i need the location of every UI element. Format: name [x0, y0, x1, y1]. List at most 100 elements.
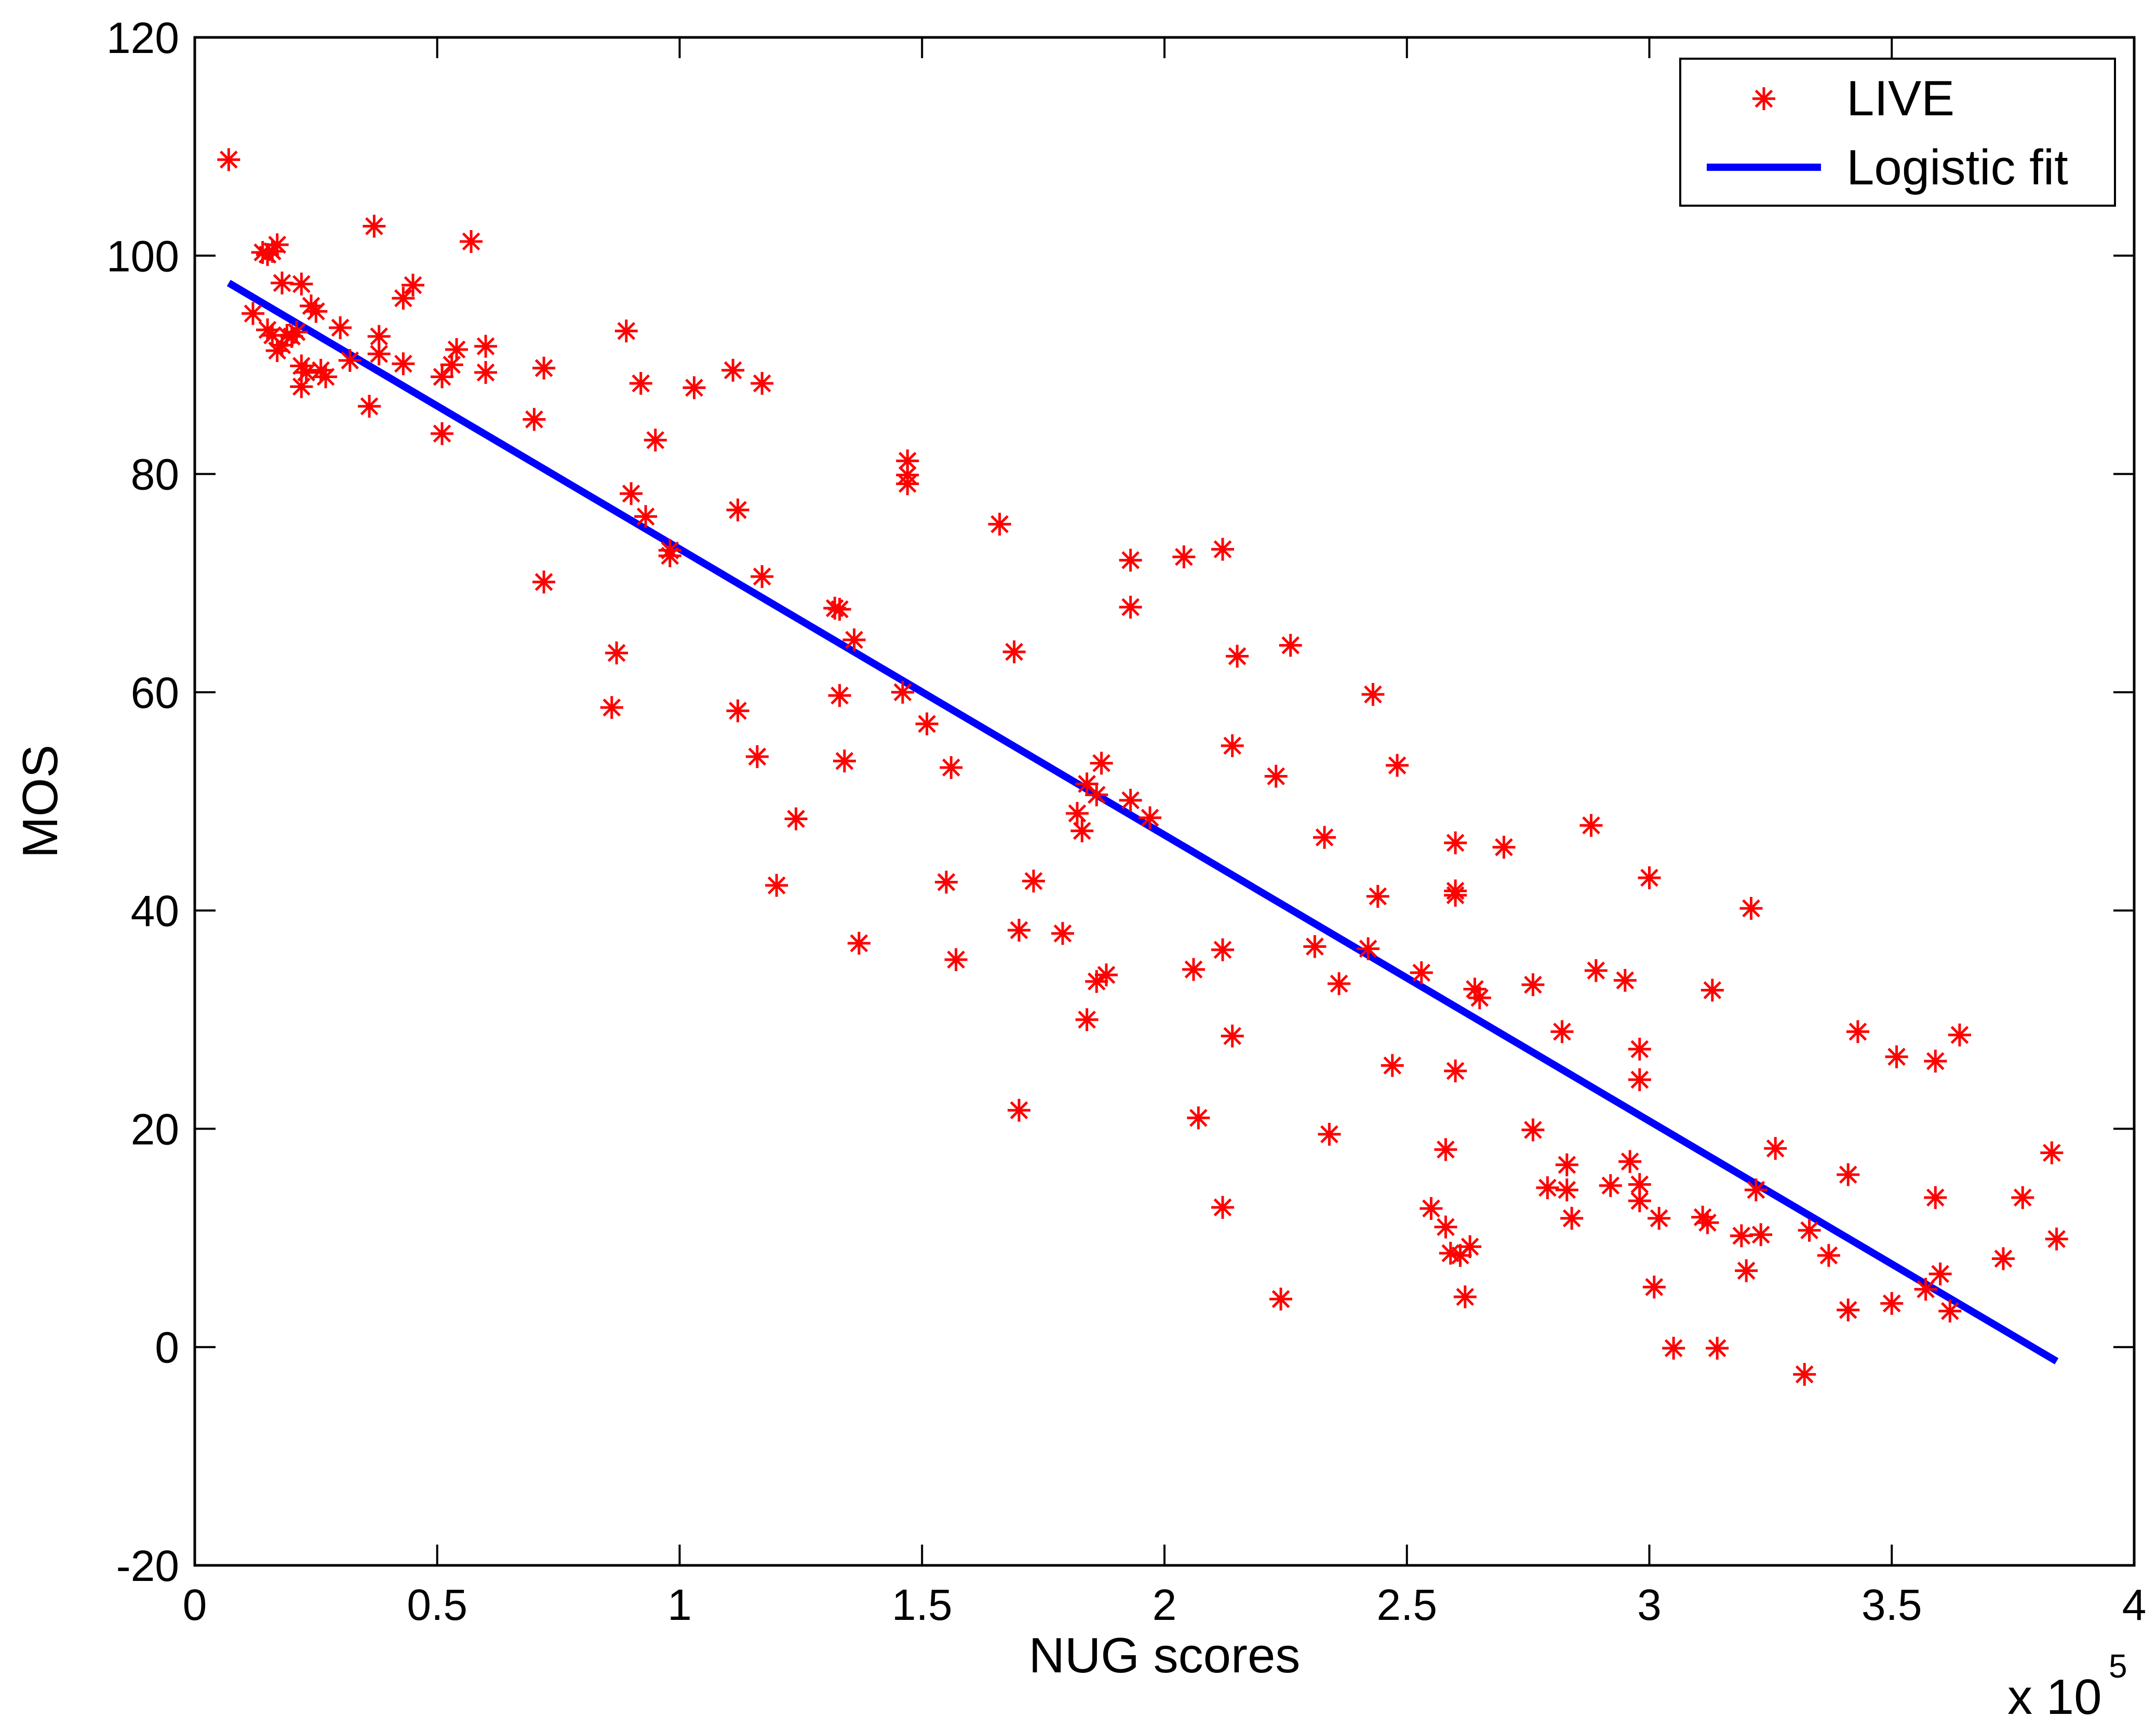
- live-data-point: [1730, 1224, 1753, 1248]
- x-tick-label: 3: [1637, 1580, 1662, 1629]
- live-data-point: [1226, 645, 1249, 668]
- live-data-point: [1492, 836, 1516, 859]
- live-data-point: [1739, 896, 1763, 920]
- y-tick-label: 80: [131, 450, 179, 499]
- live-data-point: [294, 361, 318, 384]
- live-data-point: [304, 300, 328, 323]
- live-data-point: [1706, 1336, 1729, 1360]
- live-data-point: [1065, 802, 1089, 825]
- live-data-point: [1817, 1244, 1840, 1267]
- live-data-point: [401, 274, 425, 297]
- live-data-point: [1764, 1137, 1787, 1160]
- x-tick-label: 1.5: [892, 1580, 953, 1629]
- y-axis-title: MOS: [12, 745, 68, 859]
- x-tick-label: 2: [1153, 1580, 1177, 1629]
- live-data-point: [1221, 1024, 1244, 1048]
- fit-line-layer: [226, 279, 2059, 1365]
- live-data-point: [2045, 1227, 2068, 1251]
- x-tick-label: 4: [2122, 1580, 2147, 1629]
- live-data-point: [1172, 545, 1196, 569]
- live-data-point: [1599, 1174, 1622, 1197]
- live-data-point: [1749, 1223, 1773, 1246]
- live-data-point: [329, 316, 352, 339]
- live-data-point: [1735, 1259, 1758, 1282]
- live-data-point: [1361, 683, 1385, 706]
- legend-label-fit: Logistic fit: [1846, 140, 2068, 195]
- live-data-point: [940, 756, 963, 779]
- x-axis-multiplier-exponent: 5: [2109, 1647, 2127, 1685]
- live-data-point: [1584, 959, 1608, 982]
- live-data-point: [1279, 634, 1302, 657]
- live-data-point: [1613, 969, 1637, 992]
- live-data-point: [1328, 972, 1351, 995]
- live-data-point: [1628, 1068, 1651, 1091]
- live-data-point: [261, 324, 284, 347]
- live-data-point: [1521, 1118, 1545, 1142]
- live-data-point: [1434, 1215, 1457, 1239]
- live-data-point: [614, 319, 638, 343]
- legend: LIVE Logistic fit: [1679, 58, 2116, 207]
- live-data-point: [1085, 783, 1108, 807]
- live-data-point: [242, 302, 265, 325]
- live-data-point: [726, 498, 749, 521]
- live-data-point: [392, 352, 415, 375]
- live-data-point: [1924, 1186, 1947, 1209]
- live-data-point: [1628, 1189, 1651, 1213]
- live-data-point: [1642, 1276, 1666, 1299]
- y-tick-label: 60: [131, 668, 179, 717]
- live-data-point: [1094, 963, 1118, 987]
- x-tick-label: 0.5: [407, 1580, 467, 1629]
- live-data-point: [358, 395, 381, 418]
- live-data-point: [726, 699, 749, 722]
- live-data-point: [2011, 1186, 2034, 1209]
- live-data-point: [600, 696, 623, 719]
- live-data-point: [1521, 973, 1545, 997]
- live-data-point: [1420, 1197, 1443, 1220]
- live-data-point: [988, 513, 1011, 536]
- live-data-point: [1119, 548, 1142, 572]
- legend-box: [1679, 58, 2116, 207]
- live-data-point: [1318, 1122, 1341, 1146]
- live-data-point: [1880, 1292, 1904, 1315]
- live-data-point: [842, 628, 866, 651]
- live-data-point: [1948, 1023, 1971, 1047]
- live-data-point: [523, 408, 546, 431]
- x-axis-multiplier: x 10: [2007, 1669, 2101, 1725]
- live-data-point: [1303, 935, 1327, 958]
- live-data-point: [1560, 1206, 1584, 1230]
- live-data-point: [1555, 1178, 1578, 1202]
- live-data-point: [1648, 1206, 1671, 1230]
- y-tick-label: 20: [131, 1105, 179, 1154]
- live-data-point: [217, 148, 240, 171]
- live-data-point: [1386, 754, 1409, 777]
- live-data-point: [1434, 1138, 1457, 1161]
- live-data-point: [1022, 869, 1045, 893]
- live-data-point: [532, 356, 556, 380]
- live-data-point: [392, 287, 415, 310]
- live-data-point: [431, 365, 454, 388]
- live-data-point: [1119, 788, 1142, 812]
- live-data-point: [314, 365, 338, 388]
- legend-label-live: LIVE: [1846, 71, 1954, 126]
- live-data-point: [644, 428, 667, 452]
- live-data-point: [445, 338, 468, 361]
- live-data-point: [2040, 1141, 2064, 1164]
- legend-marker-live: [1752, 87, 1775, 110]
- live-data-point: [532, 570, 556, 594]
- live-data-point: [1696, 1211, 1719, 1235]
- live-data-point: [721, 358, 745, 382]
- live-data-point: [1211, 938, 1235, 961]
- live-data-point: [629, 372, 652, 395]
- live-data-point: [1929, 1262, 1952, 1285]
- live-data-point: [1444, 1060, 1467, 1083]
- live-data-point: [1264, 765, 1288, 788]
- live-data-point: [1313, 826, 1336, 849]
- live-data-point: [265, 233, 289, 257]
- live-data-point: [1381, 1054, 1404, 1077]
- live-data-point: [460, 230, 483, 253]
- live-data-point: [1075, 1008, 1099, 1031]
- live-data-point: [745, 745, 769, 768]
- scatter-points-layer: [217, 148, 2068, 1386]
- live-data-point: [1991, 1247, 2015, 1270]
